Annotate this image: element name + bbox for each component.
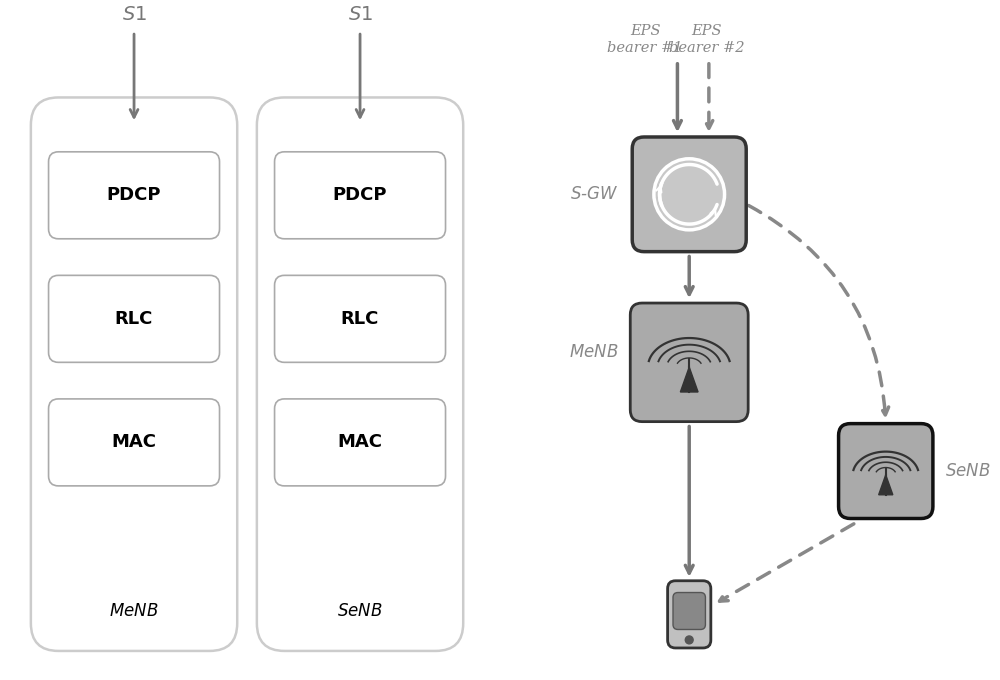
- Text: $SeNB$: $SeNB$: [945, 462, 990, 480]
- FancyBboxPatch shape: [275, 152, 446, 239]
- Text: RLC: RLC: [341, 310, 379, 328]
- Text: RLC: RLC: [115, 310, 153, 328]
- Polygon shape: [680, 367, 698, 392]
- FancyBboxPatch shape: [839, 424, 933, 518]
- Text: $S1$: $S1$: [348, 5, 373, 24]
- Text: PDCP: PDCP: [107, 186, 161, 204]
- FancyBboxPatch shape: [31, 97, 237, 651]
- Circle shape: [654, 158, 725, 230]
- Text: $S1$: $S1$: [122, 5, 147, 24]
- Text: $S$-$GW$: $S$-$GW$: [570, 186, 618, 203]
- Text: MAC: MAC: [112, 433, 157, 452]
- Text: EPS
bearer #1: EPS bearer #1: [607, 24, 683, 54]
- FancyBboxPatch shape: [275, 399, 446, 486]
- Circle shape: [685, 636, 693, 644]
- FancyBboxPatch shape: [630, 303, 748, 422]
- FancyBboxPatch shape: [49, 152, 220, 239]
- FancyBboxPatch shape: [632, 137, 746, 252]
- Text: $MeNB$: $MeNB$: [569, 343, 618, 362]
- FancyBboxPatch shape: [275, 275, 446, 362]
- FancyBboxPatch shape: [673, 592, 705, 630]
- FancyBboxPatch shape: [49, 399, 220, 486]
- FancyBboxPatch shape: [668, 581, 711, 648]
- Text: MAC: MAC: [338, 433, 383, 452]
- Text: PDCP: PDCP: [333, 186, 387, 204]
- Polygon shape: [879, 475, 893, 495]
- FancyBboxPatch shape: [257, 97, 463, 651]
- Text: $MeNB$: $MeNB$: [109, 602, 159, 620]
- FancyBboxPatch shape: [49, 275, 220, 362]
- Text: EPS
bearer #2: EPS bearer #2: [669, 24, 745, 54]
- Text: $SeNB$: $SeNB$: [337, 602, 383, 620]
